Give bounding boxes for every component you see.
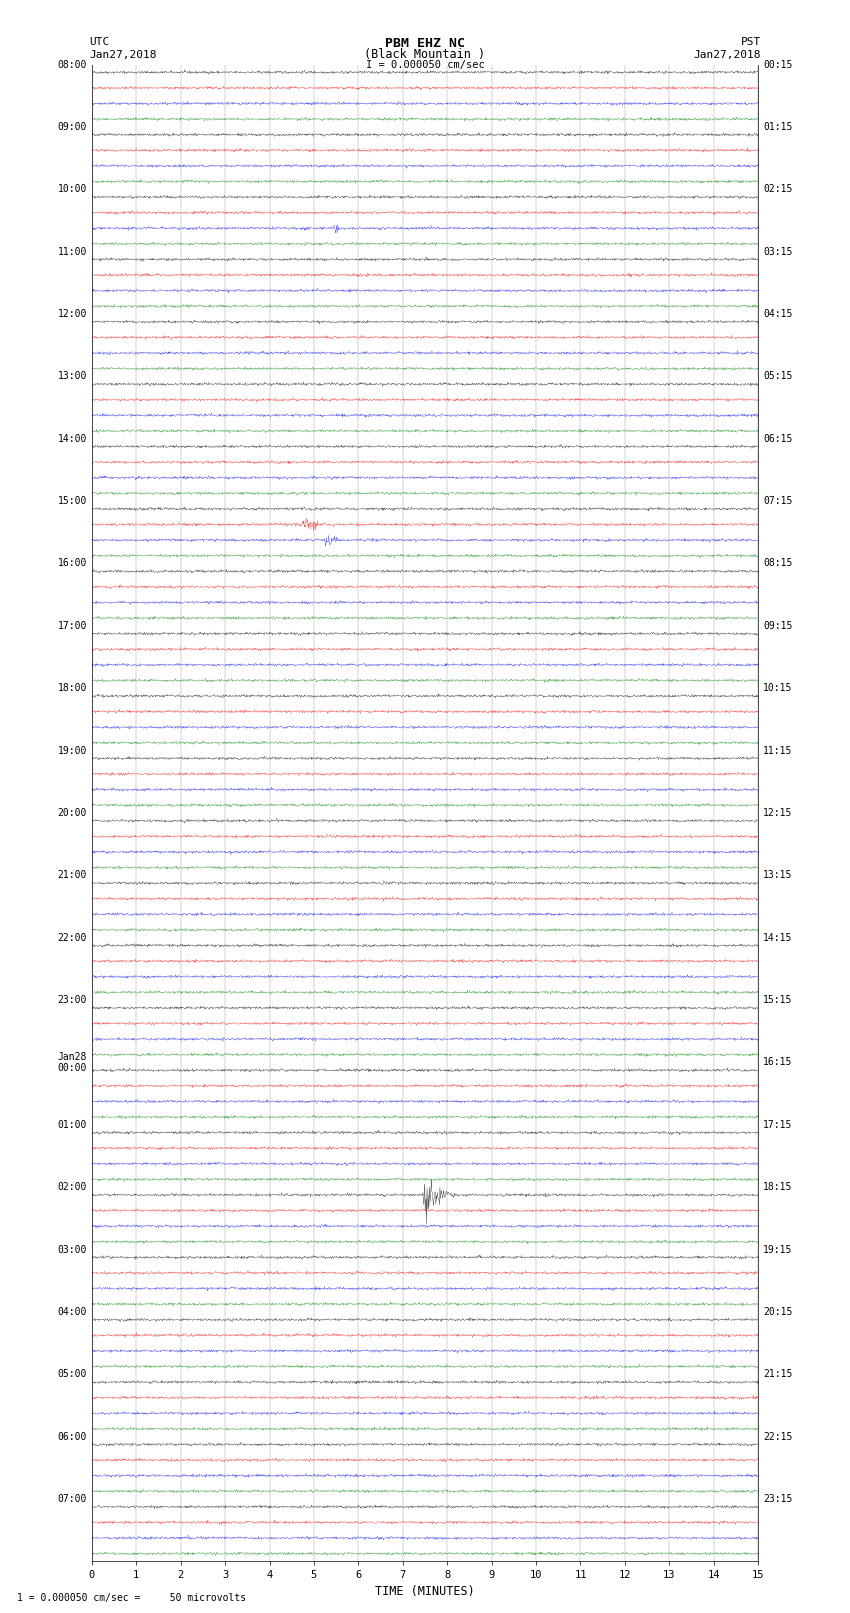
X-axis label: TIME (MINUTES): TIME (MINUTES) <box>375 1584 475 1597</box>
Text: 1 = 0.000050 cm/sec =     50 microvolts: 1 = 0.000050 cm/sec = 50 microvolts <box>17 1594 246 1603</box>
Text: UTC: UTC <box>89 37 110 47</box>
Text: Jan27,2018: Jan27,2018 <box>89 50 156 60</box>
Text: (Black Mountain ): (Black Mountain ) <box>365 48 485 61</box>
Text: PST: PST <box>740 37 761 47</box>
Text: Jan27,2018: Jan27,2018 <box>694 50 761 60</box>
Text: PBM EHZ NC: PBM EHZ NC <box>385 37 465 50</box>
Text: I = 0.000050 cm/sec: I = 0.000050 cm/sec <box>366 60 484 69</box>
